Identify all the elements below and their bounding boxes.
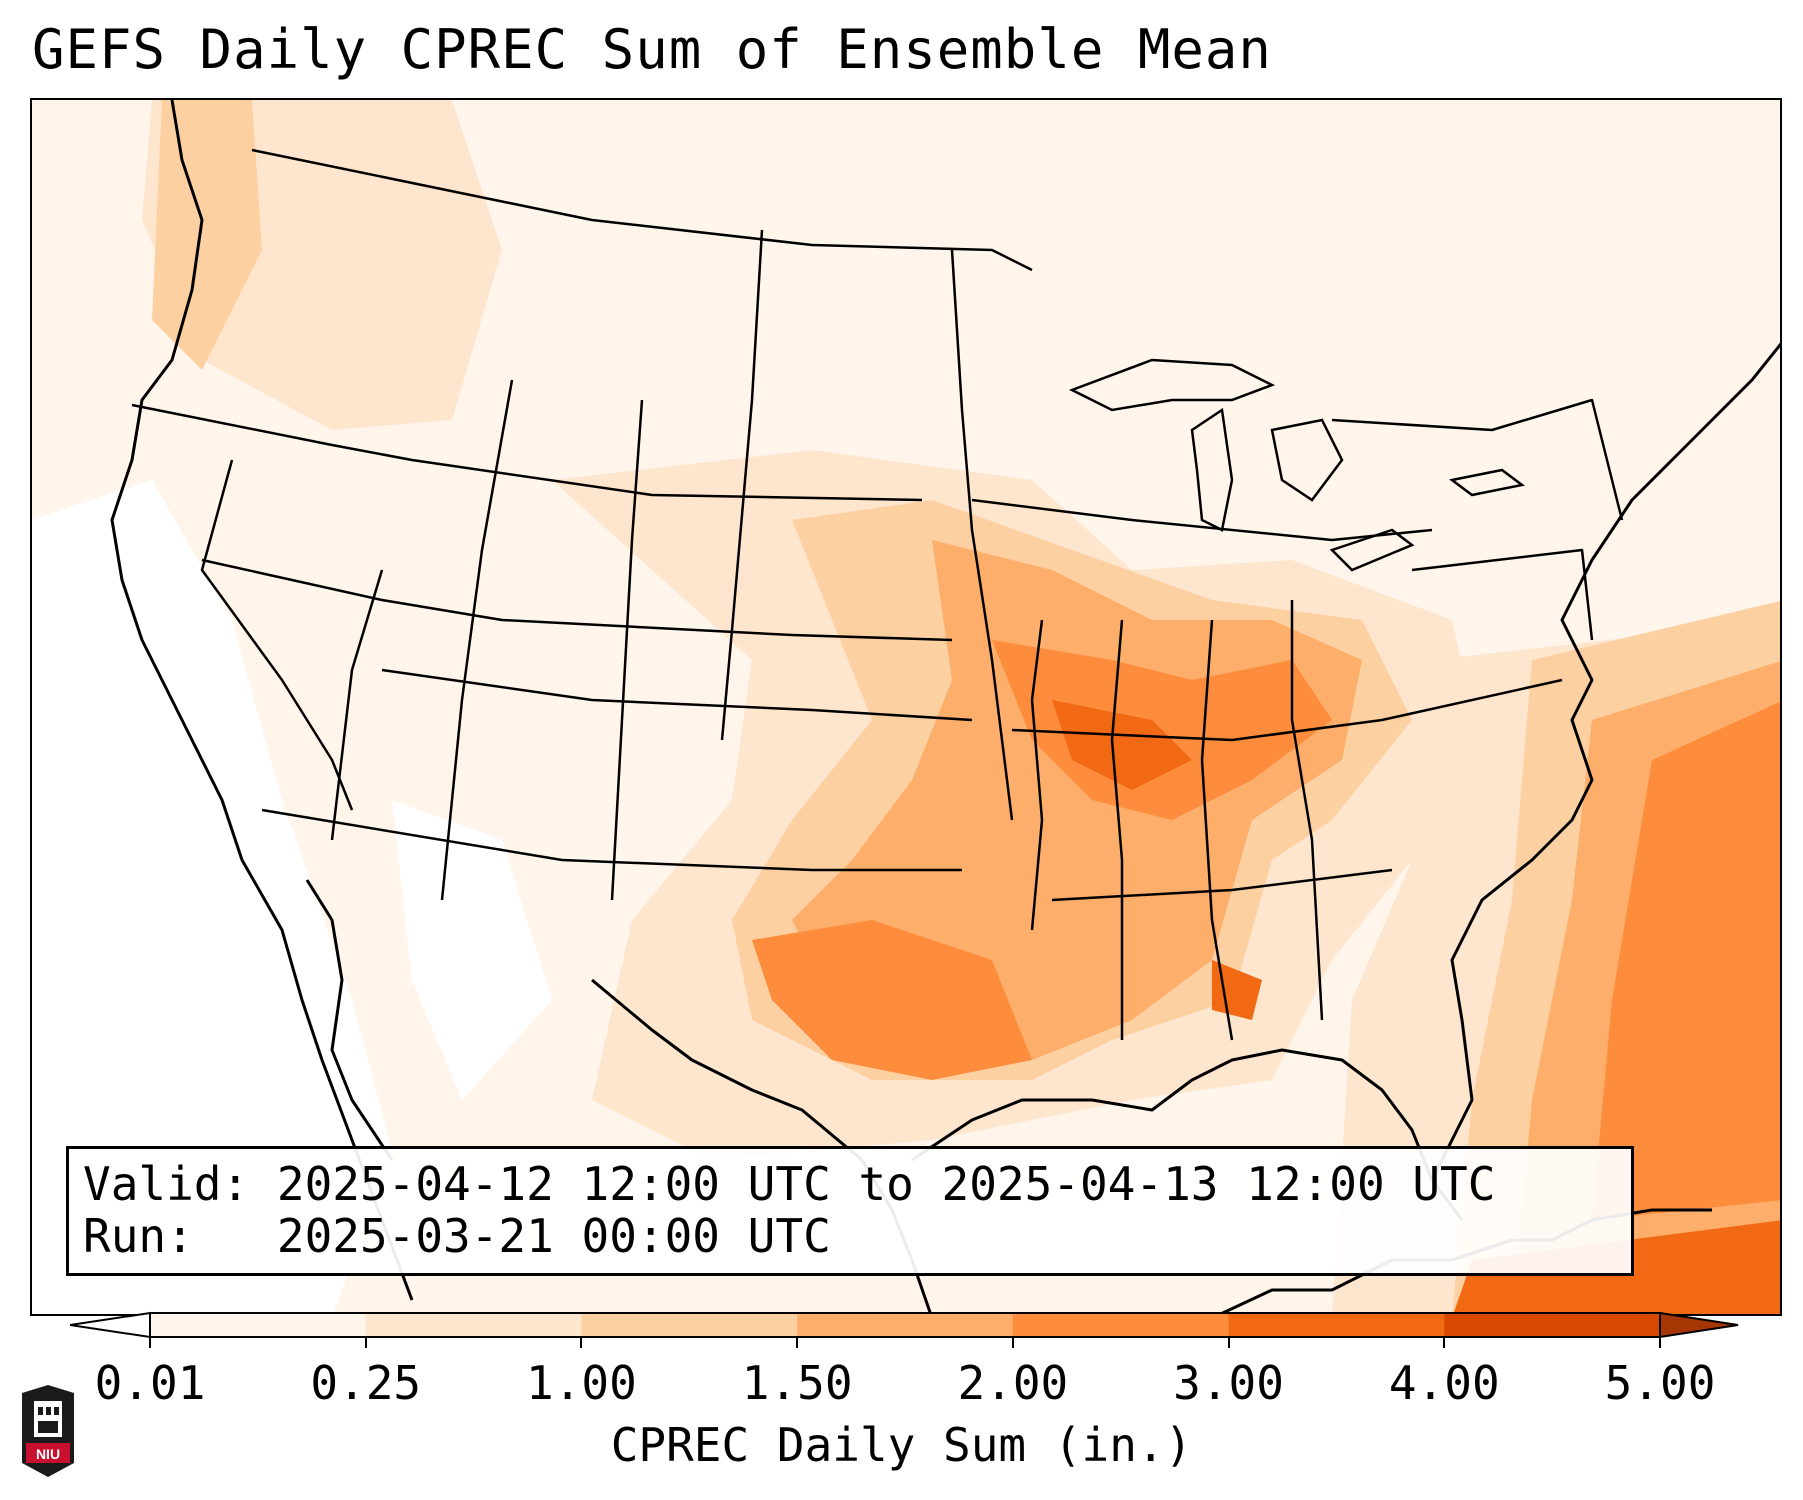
colorbar-tick	[796, 1336, 799, 1348]
state-boundaries	[131, 148, 1624, 1041]
boundary-row-3	[381, 668, 973, 722]
great-lakes	[1068, 358, 1525, 572]
colorbar-segment	[1012, 1313, 1230, 1337]
colorbar-segment	[1228, 1313, 1445, 1337]
wyoming-colorado-west	[440, 379, 514, 901]
run-line: Run: 2025-03-21 00:00 UTC	[83, 1209, 831, 1263]
colorbar-segment	[150, 1313, 367, 1337]
tennessee-row	[1011, 678, 1563, 742]
colorbar	[70, 1311, 1739, 1339]
colorbar-tick-label: 3.00	[1173, 1356, 1284, 1410]
colorbar-tick-label: 0.25	[310, 1356, 422, 1410]
lake-huron	[1270, 418, 1344, 502]
baja-coastline	[305, 879, 394, 1161]
precip-area-heavy-core	[792, 540, 1362, 1060]
university-tower-icon: NIU	[22, 1385, 74, 1477]
colorbar-tick-label: 4.00	[1388, 1356, 1500, 1410]
dakotas-west-border	[720, 229, 764, 741]
colorbar-tick	[149, 1336, 151, 1348]
map-canvas	[32, 100, 1780, 1314]
colorbar-extend-max	[1659, 1311, 1739, 1339]
colorbar-tick-label: 2.00	[957, 1356, 1069, 1410]
precip-area-atlantic-core	[1592, 701, 1780, 1220]
atlantic-coastline	[1430, 342, 1780, 1181]
lake-superior	[1068, 358, 1276, 412]
colorbar-tick	[1659, 1336, 1661, 1348]
precip-area-alabama-max	[1212, 960, 1262, 1020]
colorbar-segment	[797, 1313, 1014, 1337]
pacific-coastline	[110, 100, 414, 1301]
dry-region-desert	[392, 800, 552, 1100]
run-label: Run:	[83, 1209, 194, 1263]
lake-michigan	[1190, 407, 1234, 532]
colorbar-tick-label: 1.50	[741, 1356, 853, 1410]
boundary-row-1	[131, 403, 923, 502]
precipitation-map	[30, 98, 1782, 1316]
canada-border-west	[251, 148, 1033, 272]
valid-label: Valid:	[83, 1157, 250, 1211]
run-value: 2025-03-21 00:00 UTC	[276, 1209, 831, 1263]
mississippi-river-border	[1110, 619, 1124, 1040]
colorbar-extend-min	[70, 1311, 151, 1339]
colorbar-segment	[1444, 1313, 1661, 1337]
lake-ontario	[1449, 468, 1525, 497]
gulf-states-row	[1051, 868, 1393, 902]
colorbar-tick	[364, 1336, 367, 1348]
colorbar-tick-label: 5.00	[1604, 1356, 1716, 1410]
alabama-border	[1200, 619, 1234, 1041]
logo-text: NIU	[36, 1446, 60, 1462]
precip-area-washington-coast	[152, 100, 262, 370]
colorbar-tick-label: 0.01	[94, 1356, 206, 1410]
colorbar-segment	[365, 1313, 582, 1337]
valid-line: Valid: 2025-04-12 12:00 UTC to 2025-04-1…	[83, 1157, 1495, 1211]
valid-value: 2025-04-12 12:00 UTC to 2025-04-13 12:00…	[276, 1157, 1496, 1211]
chart-title: GEFS Daily CPREC Sum of Ensemble Mean	[32, 18, 1272, 81]
valid-time-box: Valid: 2025-04-12 12:00 UTC to 2025-04-1…	[66, 1146, 1634, 1276]
georgia-border	[1290, 600, 1324, 1021]
utah-nevada-border	[330, 569, 384, 841]
colorbar-tick	[1011, 1336, 1014, 1348]
pennsylvania-border	[1411, 548, 1594, 641]
colorbar-tick-label: 1.00	[526, 1356, 637, 1410]
arkansas-border	[1030, 619, 1044, 931]
boundary-row-4	[261, 808, 962, 872]
dry-region-southwest	[32, 480, 392, 1314]
logo-banner	[26, 1443, 70, 1463]
precip-area-max	[1052, 700, 1192, 790]
gulf-coast-east	[911, 1048, 1464, 1221]
precip-area-southern-plains	[752, 920, 1032, 1080]
dakotas-east-border	[950, 249, 1014, 821]
new-york-border	[1331, 398, 1624, 521]
great-lakes-south-row	[971, 498, 1433, 542]
lake-erie	[1329, 528, 1415, 572]
colorado-east-border	[610, 399, 644, 901]
colorbar-outline	[149, 1312, 1661, 1338]
colorbar-tick	[1443, 1336, 1446, 1348]
boundary-row-2	[201, 558, 953, 642]
colorbar-tick	[1227, 1336, 1230, 1348]
colorbar-segment	[581, 1313, 798, 1337]
colorbar-tick	[580, 1336, 583, 1348]
colorbar-label: CPREC Daily Sum (in.)	[610, 1418, 1193, 1472]
